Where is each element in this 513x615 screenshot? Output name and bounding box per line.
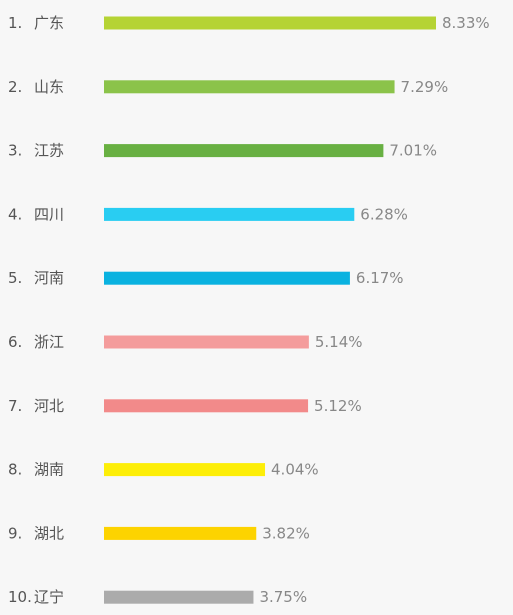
bar-row: 10. 辽宁 3.75% [8, 588, 307, 606]
category-label: 广东 [34, 14, 64, 32]
bar-row: 9. 湖北 3.82% [8, 524, 310, 542]
category-label: 河南 [34, 269, 64, 287]
bar-row: 4. 四川 6.28% [8, 205, 408, 223]
value-label: 3.82% [262, 524, 310, 542]
bar [104, 16, 436, 30]
bar-row: 3. 江苏 7.01% [8, 142, 437, 160]
rank-label: 6. [8, 333, 22, 351]
category-label: 山东 [34, 78, 64, 96]
bar [104, 144, 384, 158]
bar-row: 6. 浙江 5.14% [8, 333, 363, 351]
bar-row: 7. 河北 5.12% [8, 397, 362, 415]
rank-label: 9. [8, 524, 22, 542]
bar [104, 80, 395, 94]
bar [104, 271, 350, 285]
bar [104, 399, 309, 413]
bar-row: 1. 广东 8.33% [8, 14, 490, 32]
rank-label: 7. [8, 397, 22, 415]
bar-row: 2. 山东 7.29% [8, 78, 448, 96]
rank-label: 3. [8, 142, 22, 160]
value-label: 3.75% [259, 588, 307, 606]
rank-label: 4. [8, 205, 22, 223]
value-label: 8.33% [442, 14, 490, 32]
value-label: 4.04% [271, 461, 319, 479]
value-label: 5.14% [315, 333, 363, 351]
bar [104, 463, 266, 477]
category-label: 辽宁 [34, 588, 64, 606]
rank-label: 10. [8, 588, 32, 606]
category-label: 湖南 [34, 461, 64, 479]
bar [104, 335, 309, 349]
value-label: 6.17% [356, 269, 404, 287]
rank-label: 2. [8, 78, 22, 96]
value-label: 6.28% [360, 205, 408, 223]
value-label: 7.29% [401, 78, 449, 96]
category-label: 浙江 [34, 333, 64, 351]
bar [104, 207, 355, 221]
value-label: 7.01% [389, 142, 437, 160]
category-label: 江苏 [34, 142, 64, 160]
rank-label: 5. [8, 269, 22, 287]
bar-row: 5. 河南 6.17% [8, 269, 404, 287]
bar [104, 590, 254, 604]
category-label: 河北 [34, 397, 64, 415]
category-label: 四川 [34, 205, 64, 223]
rank-label: 8. [8, 461, 22, 479]
bar-row: 8. 湖南 4.04% [8, 461, 319, 479]
category-label: 湖北 [34, 524, 64, 542]
rank-label: 1. [8, 14, 22, 32]
value-label: 5.12% [314, 397, 362, 415]
bar [104, 526, 257, 540]
